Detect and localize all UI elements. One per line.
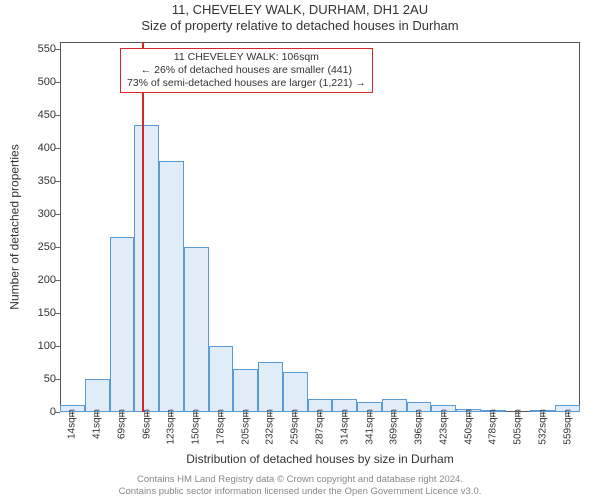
y-tick-label: 550 [2, 43, 56, 55]
footer-line2: Contains public sector information licen… [0, 486, 600, 498]
x-tick-label: 178sqm [215, 409, 226, 445]
x-axis-label: Distribution of detached houses by size … [60, 452, 580, 466]
x-tick-label: 41sqm [92, 409, 103, 439]
x-tick-label: 205sqm [240, 409, 251, 445]
x-tick-label: 478sqm [488, 409, 499, 445]
x-tick-label: 123sqm [166, 409, 177, 445]
x-tick-label: 532sqm [537, 409, 548, 445]
x-tick-label: 341sqm [364, 409, 375, 445]
y-tick-mark [55, 148, 60, 149]
x-tick-label: 450sqm [463, 409, 474, 445]
y-tick-label: 150 [2, 307, 56, 319]
title-subtitle: Size of property relative to detached ho… [0, 18, 600, 34]
x-tick-label: 96sqm [141, 409, 152, 439]
y-tick-label: 100 [2, 340, 56, 352]
y-tick-mark [55, 247, 60, 248]
x-tick-label: 232sqm [265, 409, 276, 445]
annotation-box: 11 CHEVELEY WALK: 106sqm← 26% of detache… [120, 48, 373, 93]
right-axis-line [579, 42, 580, 412]
y-tick-mark [55, 214, 60, 215]
histogram-bar [110, 237, 135, 412]
y-tick-label: 400 [2, 142, 56, 154]
histogram-bar [184, 247, 209, 412]
y-tick-label: 200 [2, 274, 56, 286]
top-axis-line [60, 42, 580, 43]
footer-line1: Contains HM Land Registry data © Crown c… [0, 474, 600, 486]
property-marker-line [142, 42, 144, 412]
histogram-bar [85, 379, 110, 412]
annotation-line: 73% of semi-detached houses are larger (… [127, 77, 366, 90]
x-tick-label: 287sqm [315, 409, 326, 445]
y-tick-mark [55, 313, 60, 314]
y-tick-mark [55, 412, 60, 413]
plot-area: 05010015020025030035040045050055014sqm41… [60, 42, 580, 412]
x-tick-label: 559sqm [562, 409, 573, 445]
histogram-bar [283, 372, 308, 412]
histogram-bar [258, 362, 283, 412]
y-tick-label: 0 [2, 406, 56, 418]
y-tick-label: 250 [2, 241, 56, 253]
x-tick-label: 259sqm [290, 409, 301, 445]
chart-figure: 11, CHEVELEY WALK, DURHAM, DH1 2AU Size … [0, 0, 600, 500]
x-tick-label: 14sqm [67, 409, 78, 439]
annotation-line: ← 26% of detached houses are smaller (44… [127, 64, 366, 77]
x-tick-label: 369sqm [389, 409, 400, 445]
histogram-bar [209, 346, 234, 412]
y-tick-label: 500 [2, 76, 56, 88]
y-axis-line [60, 42, 61, 412]
x-tick-label: 505sqm [513, 409, 524, 445]
x-tick-label: 314sqm [339, 409, 350, 445]
y-tick-mark [55, 280, 60, 281]
y-tick-label: 350 [2, 175, 56, 187]
y-tick-label: 450 [2, 109, 56, 121]
annotation-line: 11 CHEVELEY WALK: 106sqm [127, 51, 366, 64]
y-axis-label-container: Number of detached properties [8, 42, 22, 412]
x-tick-label: 150sqm [191, 409, 202, 445]
x-tick-label: 69sqm [116, 409, 127, 439]
histogram-bar [233, 369, 258, 412]
x-tick-label: 396sqm [414, 409, 425, 445]
y-tick-label: 50 [2, 373, 56, 385]
y-tick-label: 300 [2, 208, 56, 220]
y-tick-mark [55, 181, 60, 182]
histogram-bar [134, 125, 159, 412]
x-tick-label: 423sqm [438, 409, 449, 445]
histogram-bar [159, 161, 184, 412]
title-address: 11, CHEVELEY WALK, DURHAM, DH1 2AU [0, 0, 600, 18]
y-tick-mark [55, 49, 60, 50]
y-tick-mark [55, 346, 60, 347]
y-tick-mark [55, 379, 60, 380]
footer-attribution: Contains HM Land Registry data © Crown c… [0, 474, 600, 498]
y-tick-mark [55, 115, 60, 116]
y-tick-mark [55, 82, 60, 83]
